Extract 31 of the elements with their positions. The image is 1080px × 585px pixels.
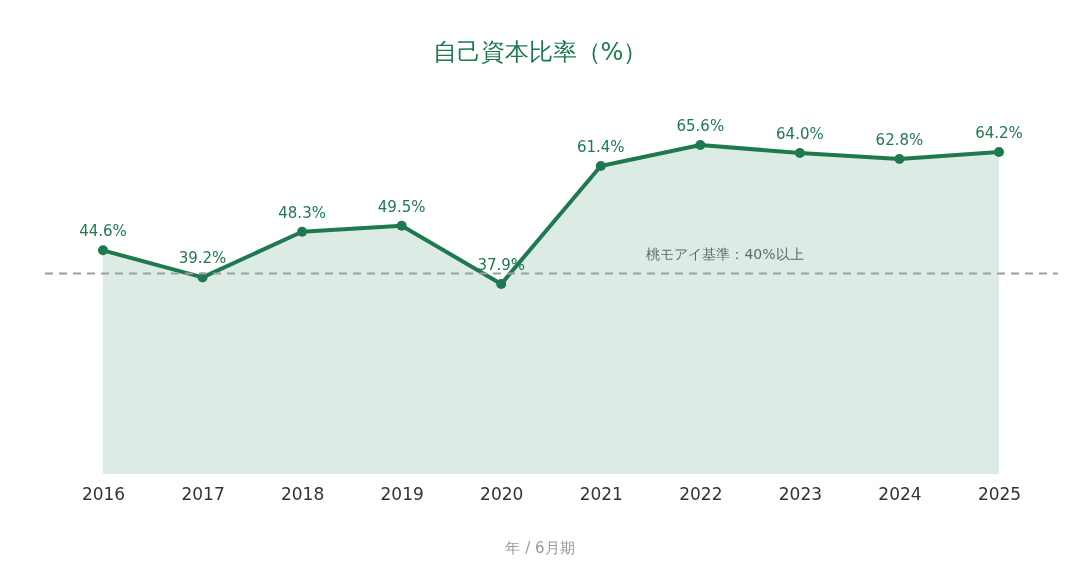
chart-title: 自己資本比率（%） [432,38,648,66]
data-label: 48.3% [278,203,326,222]
point [794,148,805,159]
data-label: 64.2% [975,124,1023,143]
point [396,220,407,231]
data-label: 64.0% [776,125,824,144]
x-tick-label: 2025 [977,484,1022,505]
point [297,226,308,237]
x-tick-label: 2018 [280,484,325,505]
data-label: 49.5% [377,197,426,216]
point [695,140,706,150]
data-label: 39.2% [178,249,227,268]
x-tick-label: 2021 [579,484,623,505]
data-label: 61.4% [576,138,625,157]
x-tick-label: 2022 [679,484,723,505]
point [496,278,507,289]
x-axis-title: 年 / 6月期 [505,539,575,557]
x-tick-label: 2016 [81,484,126,505]
x-tick-label: 2017 [181,484,225,505]
data-label: 65.6% [676,117,725,135]
data-label: 62.8% [875,131,924,150]
x-tick-label: 2024 [878,484,922,505]
point [98,245,108,256]
x-tick-label: 2020 [480,484,524,505]
data-label: 44.6% [79,222,127,241]
point [994,147,1004,158]
ref-line-label: 桃モアイ基準：40%以上 [646,246,804,263]
point [894,154,905,165]
x-tick-label: 2019 [380,484,424,505]
x-tick-label: 2023 [778,484,823,505]
point [595,161,606,172]
